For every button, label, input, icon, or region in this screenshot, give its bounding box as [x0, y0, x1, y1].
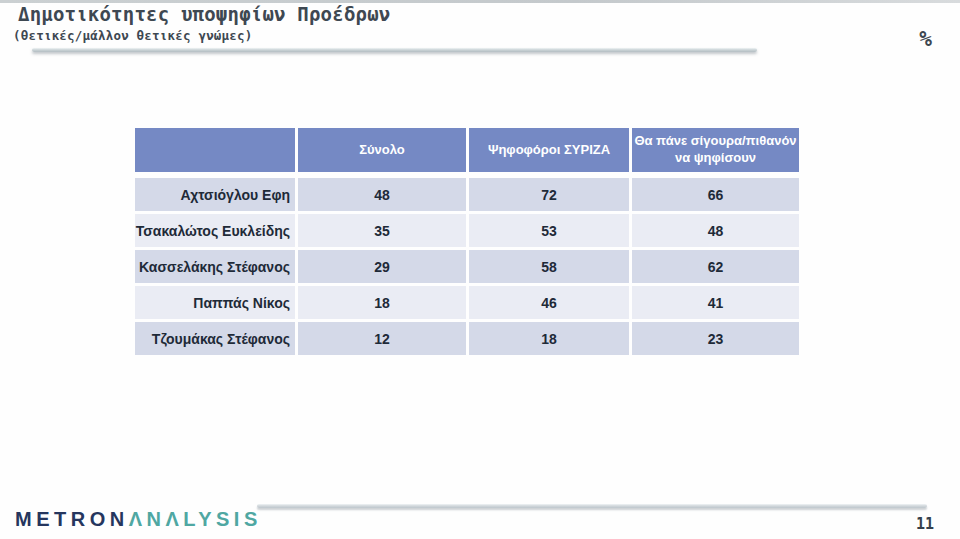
row-value: 35	[298, 214, 466, 247]
header-cell-total: Σύνολο	[298, 128, 466, 172]
row-value: 12	[298, 322, 466, 355]
row-label: Παππάς Νίκος	[135, 286, 295, 319]
row-value: 48	[632, 214, 799, 247]
title-divider-line	[32, 48, 757, 52]
header-cell-likely-voters: Θα πάνε σίγουρα/πιθανόν να ψηφίσουν	[632, 128, 799, 172]
row-value: 18	[298, 286, 466, 319]
header-cell-syriza-voters: Ψηφοφόροι ΣΥΡΙΖΑ	[469, 128, 629, 172]
table-header-row: Σύνολο Ψηφοφόροι ΣΥΡΙΖΑ Θα πάνε σίγουρα/…	[135, 128, 799, 172]
logo-text-metron: METRON	[15, 508, 129, 530]
row-label: Αχτσιόγλου Εφη	[135, 178, 295, 211]
page-title: Δημοτικότητες υποψηφίων Προέδρων	[13, 3, 390, 25]
row-value: 62	[632, 250, 799, 283]
row-value: 53	[469, 214, 629, 247]
table-row: Τζουμάκας Στέφανος 12 18 23	[135, 322, 799, 355]
row-label: Τζουμάκας Στέφανος	[135, 322, 295, 355]
table-row: Κασσελάκης Στέφανος 29 58 62	[135, 250, 799, 283]
row-value: 41	[632, 286, 799, 319]
results-table: Σύνολο Ψηφοφόροι ΣΥΡΙΖΑ Θα πάνε σίγουρα/…	[135, 128, 799, 355]
row-value: 18	[469, 322, 629, 355]
unit-label: %	[919, 27, 932, 51]
page-subtitle: (θετικές/μάλλον θετικές γνώμες)	[13, 28, 390, 43]
footer-divider-line	[257, 504, 927, 508]
row-value: 58	[469, 250, 629, 283]
table-row: Τσακαλώτος Ευκλείδης 35 53 48	[135, 214, 799, 247]
table-row: Αχτσιόγλου Εφη 48 72 66	[135, 178, 799, 211]
row-value: 66	[632, 178, 799, 211]
title-block: Δημοτικότητες υποψηφίων Προέδρων (θετικέ…	[13, 3, 390, 43]
row-value: 46	[469, 286, 629, 319]
row-value: 23	[632, 322, 799, 355]
row-label: Τσακαλώτος Ευκλείδης	[135, 214, 295, 247]
row-label: Κασσελάκης Στέφανος	[135, 250, 295, 283]
row-value: 72	[469, 178, 629, 211]
logo-text-analysis: ΛNΛLYSIS	[129, 508, 262, 530]
row-value: 29	[298, 250, 466, 283]
metron-analysis-logo: METRONΛNΛLYSIS	[15, 508, 262, 531]
header-cell-empty	[135, 128, 295, 172]
table-row: Παππάς Νίκος 18 46 41	[135, 286, 799, 319]
slide: Δημοτικότητες υποψηφίων Προέδρων (θετικέ…	[0, 0, 960, 539]
page-number: 11	[916, 515, 934, 533]
row-value: 48	[298, 178, 466, 211]
